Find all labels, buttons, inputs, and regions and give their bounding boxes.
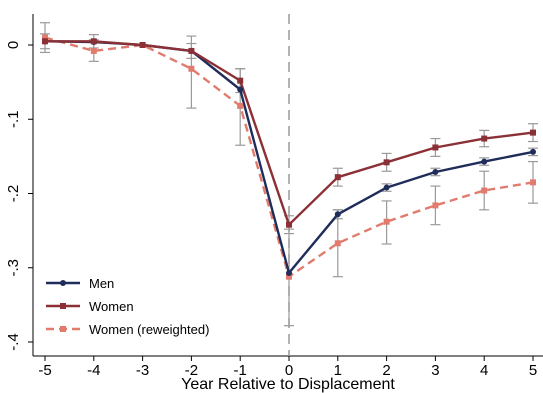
x-tick-label: 4 [480,362,488,379]
x-tick-label: -4 [87,362,100,379]
data-point-series-1 [42,38,48,45]
y-ticks: 0 -.1 -.2 -.3 -.4 [5,41,33,351]
data-point-series-2 [530,179,536,186]
data-point-series-2 [237,102,244,109]
data-point-series-2 [42,34,48,41]
y-tick-label: -.3 [5,259,22,277]
data-point-series-1 [188,47,195,54]
data-point-series-2 [432,202,439,209]
data-point-series-1 [139,42,146,48]
y-tick-label: -.1 [5,110,22,128]
data-point-series-0 [286,269,292,276]
data-point-series-2 [383,218,390,225]
data-point-series-1 [432,144,439,151]
x-tick-label: 0 [285,362,293,379]
series-markers [42,34,536,280]
y-tick-label: -.4 [5,333,22,351]
data-point-series-2 [286,273,292,280]
legend-swatch-marker [60,280,66,286]
legend-label: Women [89,299,134,314]
data-point-series-0 [334,211,341,218]
data-point-series-0 [481,158,488,165]
x-tick-label: 1 [334,362,342,379]
data-point-series-0 [432,168,439,175]
x-tick-label: -1 [234,362,247,379]
legend-swatch-marker [60,326,66,332]
data-point-series-1 [237,77,244,84]
data-point-series-2 [481,187,488,194]
y-tick-label: -.2 [5,185,22,203]
data-point-series-1 [481,135,488,142]
data-point-series-2 [334,240,341,247]
legend: Men Women Women (reweighted) [46,276,209,337]
data-point-series-1 [286,221,292,228]
x-tick-label: -3 [136,362,149,379]
data-point-series-0 [383,184,390,191]
data-point-series-2 [188,65,195,72]
legend-label: Men [89,276,114,291]
x-axis-label: Year Relative to Displacement [181,376,395,393]
axes [32,14,543,357]
data-point-series-1 [334,174,341,181]
y-tick-label: 0 [5,41,22,49]
x-tick-label: 5 [529,362,537,379]
data-point-series-1 [530,129,536,136]
x-tick-label: -2 [185,362,198,379]
data-point-series-1 [90,38,97,45]
x-ticks: -5 -4 -3 -2 -1 0 1 2 3 4 5 [38,356,537,379]
data-point-series-0 [237,86,244,93]
data-point-series-1 [383,159,390,166]
x-tick-label: -5 [38,362,51,379]
legend-label: Women (reweighted) [89,322,209,337]
x-tick-label: 2 [382,362,390,379]
x-tick-label: 3 [431,362,439,379]
legend-swatch-marker [60,303,66,309]
data-point-series-0 [530,148,536,155]
data-point-series-2 [90,47,97,54]
